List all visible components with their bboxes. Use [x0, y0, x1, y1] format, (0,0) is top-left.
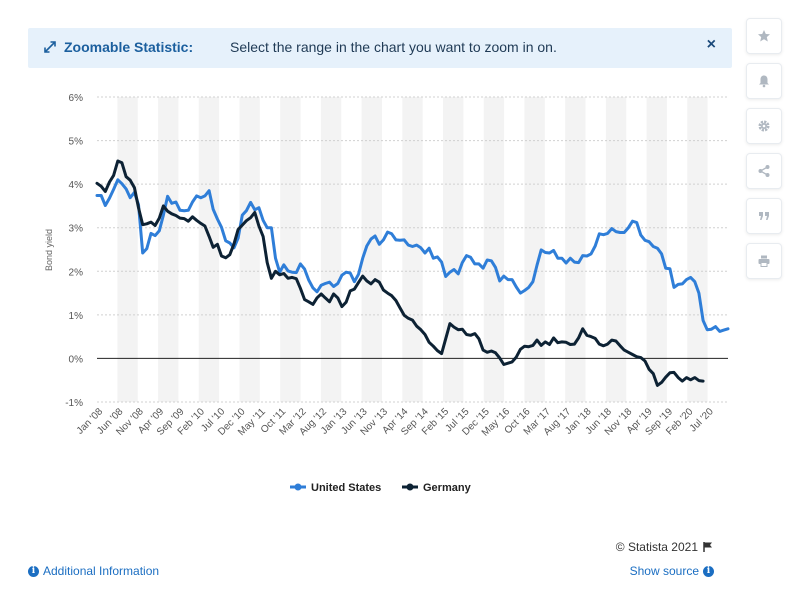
close-banner-button[interactable]: × — [706, 36, 716, 53]
legend-marker — [406, 483, 414, 491]
cite-button[interactable] — [746, 198, 782, 234]
series-lines — [95, 159, 730, 387]
legend-item-germany[interactable]: Germany — [423, 482, 472, 494]
quote-icon — [759, 212, 769, 220]
expand-arrows-icon — [44, 41, 56, 53]
share-button[interactable] — [746, 153, 782, 189]
show-source-link[interactable]: Show source i — [630, 564, 714, 578]
legend[interactable]: United States Germany — [290, 482, 472, 494]
y-tick-label: 2% — [69, 267, 84, 278]
y-tick-label: 4% — [69, 180, 84, 191]
chart-band — [198, 97, 220, 402]
chart-band — [320, 97, 342, 402]
y-tick-label: -1% — [65, 398, 83, 409]
chart-band — [524, 97, 545, 402]
chart-band — [605, 97, 627, 402]
banner-title: Zoomable Statistic: — [64, 39, 194, 55]
x-tick-label: Jul '20 — [688, 406, 716, 434]
gear-icon — [758, 120, 770, 132]
y-tick-label: 3% — [69, 224, 84, 235]
star-icon — [758, 30, 770, 42]
print-button[interactable] — [746, 243, 782, 279]
alternating-bands — [117, 97, 708, 402]
credit-text: © Statista 2021 — [615, 540, 698, 554]
additional-information-text: Additional Information — [43, 564, 160, 578]
y-tick-label: 1% — [69, 311, 84, 322]
favorite-button[interactable] — [746, 18, 782, 54]
chart-band — [687, 97, 708, 402]
statistic-panel: Zoomable Statistic: Select the range in … — [0, 0, 740, 578]
series-line-germany[interactable] — [95, 159, 705, 387]
additional-information-link[interactable]: i Additional Information — [28, 564, 159, 578]
chart-band — [443, 97, 464, 402]
legend-item-united-states[interactable]: United States — [311, 482, 381, 494]
statista-credit: © Statista 2021 — [616, 540, 714, 554]
series-line-united-states[interactable] — [95, 178, 730, 333]
settings-button[interactable] — [746, 108, 782, 144]
info-icon: i — [703, 565, 714, 577]
chart-band — [361, 97, 382, 402]
notification-button[interactable] — [746, 63, 782, 99]
chart-band — [117, 97, 138, 402]
y-tick-label: 0% — [69, 354, 84, 365]
y-tick-label: 5% — [69, 137, 84, 148]
zoom-banner: Zoomable Statistic: Select the range in … — [28, 28, 732, 68]
grid-lines — [97, 96, 728, 403]
share-icon — [758, 165, 770, 177]
info-icon: i — [28, 565, 39, 577]
flag-icon[interactable] — [702, 541, 714, 553]
chart-band — [565, 97, 586, 402]
chart-band — [280, 97, 301, 402]
bell-icon — [759, 75, 769, 88]
chart-band — [239, 97, 260, 402]
banner-text: Select the range in the chart you want t… — [230, 39, 557, 55]
legend-marker — [294, 483, 302, 491]
chart-band — [158, 97, 179, 402]
y-axis-label: Bond yield — [44, 229, 54, 271]
show-source-text: Show source — [629, 564, 699, 578]
y-axis-ticks: -1% 0% 1% 2% 3% 4% 5% 6% — [65, 93, 83, 409]
y-tick-label: 6% — [69, 93, 84, 104]
print-icon — [758, 255, 770, 267]
tool-sidebar — [746, 18, 782, 288]
chart-band — [483, 97, 505, 402]
chart-band — [402, 97, 423, 402]
